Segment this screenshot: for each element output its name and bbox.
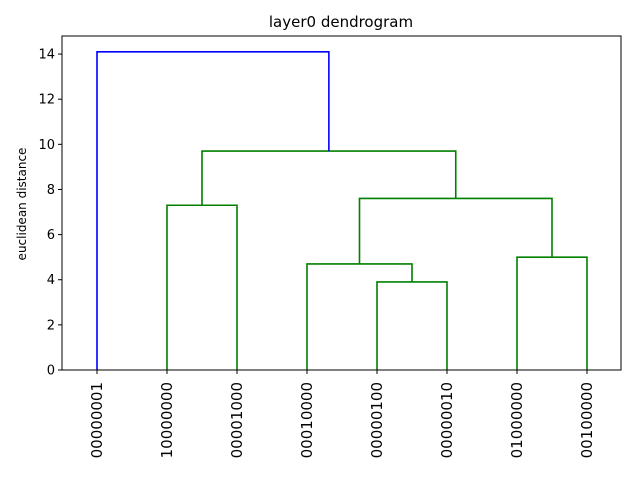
y-tick-label: 0	[47, 364, 55, 379]
dendrogram-links	[96, 50, 588, 370]
y-tick-label: 4	[47, 273, 55, 288]
leaf-label: 00100000	[578, 382, 596, 458]
y-tick-label: 10	[38, 138, 55, 153]
dendrogram-link	[201, 150, 457, 206]
y-tick-label: 6	[47, 228, 55, 243]
leaf-label: 00000010	[438, 382, 456, 458]
plot-frame	[61, 35, 622, 371]
y-tick-label: 2	[47, 318, 55, 333]
leaf-label: 00000100	[368, 382, 386, 458]
leaf-label: 10000000	[158, 382, 176, 458]
dendrogram-link	[516, 256, 588, 370]
y-axis-label: euclidean distance	[15, 148, 29, 261]
leaf-label: 00000001	[88, 382, 106, 458]
chart-title: layer0 dendrogram	[269, 13, 413, 31]
y-axis-ticks: 0 2 4 6 8 10 12 14	[38, 48, 62, 379]
leaf-label: 00001000	[228, 382, 246, 458]
dendrogram-link	[96, 50, 330, 370]
leaf-label: 01000000	[508, 382, 526, 458]
y-tick-label: 14	[38, 48, 55, 63]
dendrogram-link	[306, 263, 413, 370]
dendrogram-link	[166, 204, 238, 370]
dendrogram-link	[358, 197, 553, 264]
dendrogram-link	[376, 281, 448, 370]
y-tick-label: 12	[38, 93, 55, 108]
y-tick-label: 8	[47, 183, 55, 198]
x-axis-leaf-labels: 00000001 10000000 00001000 00010000 00000100…	[88, 370, 596, 458]
leaf-label: 00010000	[298, 382, 316, 458]
